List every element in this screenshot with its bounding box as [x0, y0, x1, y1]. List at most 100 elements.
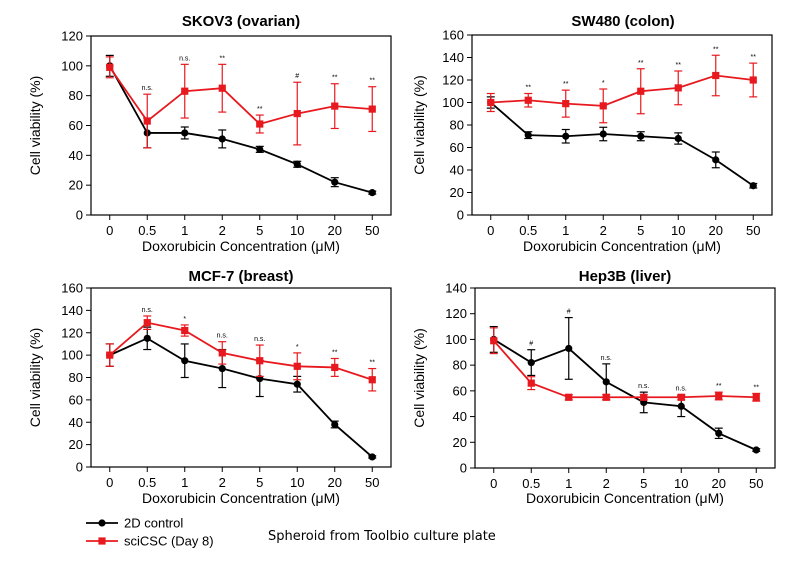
y-tick-label: 40	[453, 409, 467, 424]
series-line	[490, 101, 754, 187]
series-line	[493, 338, 757, 451]
significance-marker: **	[716, 383, 722, 390]
data-point	[674, 134, 682, 143]
data-point	[293, 380, 301, 388]
x-tick-label: 50	[365, 475, 379, 490]
significance-marker: n.s.	[142, 85, 153, 92]
y-tick-label: 80	[453, 358, 467, 373]
y-tick-label: 80	[69, 88, 83, 103]
significance-marker: #	[567, 309, 571, 316]
x-tick-label: 5	[640, 476, 647, 491]
x-tick-label: 10	[290, 475, 304, 490]
series-scicsc	[486, 54, 758, 124]
data-point	[293, 109, 301, 118]
x-tick-label: 50	[746, 223, 760, 238]
x-axis-label: Doxorubicin Concentration (μM)	[526, 490, 724, 506]
data-point	[181, 326, 189, 335]
y-tick-label: 100	[445, 332, 467, 347]
significance-marker: **	[751, 54, 757, 61]
data-point	[256, 145, 264, 153]
data-point	[562, 132, 570, 140]
x-tick-label: 0	[490, 476, 497, 491]
significance-marker: *	[183, 316, 186, 323]
y-tick-label: 120	[442, 73, 464, 88]
data-point	[331, 102, 339, 110]
data-point	[715, 429, 723, 437]
x-tick-label: 10	[671, 223, 685, 238]
significance-marker: n.s.	[638, 383, 649, 390]
x-tick-label: 20	[709, 223, 723, 238]
significance-marker: **	[370, 360, 376, 367]
y-tick-label: 160	[442, 28, 464, 43]
data-point	[293, 362, 301, 370]
y-tick-label: 80	[69, 370, 83, 385]
chart-title: SW480 (colon)	[571, 13, 674, 30]
y-axis-label: Cell viability (%)	[27, 76, 43, 176]
data-point	[181, 129, 189, 137]
series-scicsc	[489, 327, 761, 402]
y-tick-label: 60	[453, 383, 467, 398]
x-tick-label: 20	[712, 476, 726, 491]
legend: 2D control sciCSC (Day 8)	[86, 516, 214, 549]
x-tick-label: 2	[600, 223, 607, 238]
data-point	[331, 363, 339, 372]
data-point	[143, 319, 151, 327]
x-tick-label: 2	[603, 476, 610, 491]
series-line	[493, 340, 757, 399]
y-axis-label: Cell viability (%)	[411, 75, 427, 175]
legend-label: sciCSC (Day 8)	[124, 534, 214, 549]
y-tick-label: 0	[76, 208, 83, 223]
x-tick-label: 2	[219, 223, 226, 238]
data-point	[143, 117, 151, 125]
y-axis-label: Cell viability (%)	[27, 328, 43, 428]
x-tick-label: 10	[674, 476, 688, 491]
data-point	[599, 102, 607, 110]
data-point	[368, 189, 376, 197]
legend-label: 2D control	[124, 516, 183, 531]
y-tick-label: 140	[442, 50, 464, 65]
data-point	[527, 379, 535, 387]
data-point	[181, 87, 189, 95]
x-tick-label: 1	[565, 476, 572, 491]
x-axis-label: Doxorubicin Concentration (μM)	[142, 490, 340, 506]
significance-marker: *	[602, 80, 605, 87]
legend-marker	[98, 519, 106, 527]
x-tick-label: 0	[487, 223, 494, 238]
y-tick-label: 160	[61, 281, 83, 296]
data-point	[181, 357, 189, 365]
significance-marker: **	[220, 55, 226, 62]
data-point	[368, 105, 376, 113]
series-2d-control	[105, 326, 377, 461]
data-point	[602, 378, 610, 386]
figure-caption: Spheroid from Toolbio culture plate	[268, 529, 496, 544]
data-point	[712, 156, 720, 164]
significance-marker: n.s.	[601, 355, 612, 362]
significance-marker: *	[296, 344, 299, 351]
significance-marker: n.s.	[142, 307, 153, 314]
x-axis-label: Doxorubicin Concentration (μM)	[523, 238, 721, 254]
chart-panel-1: SKOV3 (ovarian) 0 20 40 60 80 100 120 0 0.5 1 2 5 10 2…	[27, 13, 392, 254]
significance-marker: #	[295, 73, 299, 80]
x-tick-label: 5	[256, 223, 263, 238]
y-tick-label: 0	[76, 460, 83, 475]
plot-frame	[474, 287, 776, 469]
x-axis-label: Doxorubicin Concentration (μM)	[142, 238, 340, 254]
chart-title: MCF-7 (breast)	[188, 268, 293, 285]
significance-marker: **	[563, 81, 569, 88]
series-line	[490, 74, 754, 107]
y-tick-label: 100	[442, 95, 464, 110]
data-point	[599, 130, 607, 138]
data-point	[715, 392, 723, 400]
x-tick-label: 50	[365, 223, 379, 238]
x-tick-label: 5	[256, 475, 263, 490]
data-point	[487, 98, 495, 107]
chart-panel-4: Hep3B (liver) 0 20 40 60 80 100 120 140 0 0.5 1 2 5 10…	[411, 268, 776, 506]
data-point	[490, 337, 498, 345]
significance-marker: **	[257, 106, 263, 113]
y-tick-label: 40	[69, 148, 83, 163]
significance-marker: n.s.	[676, 386, 687, 393]
data-point	[218, 364, 226, 373]
significance-marker: **	[526, 85, 532, 92]
x-tick-label: 0.5	[519, 223, 537, 238]
